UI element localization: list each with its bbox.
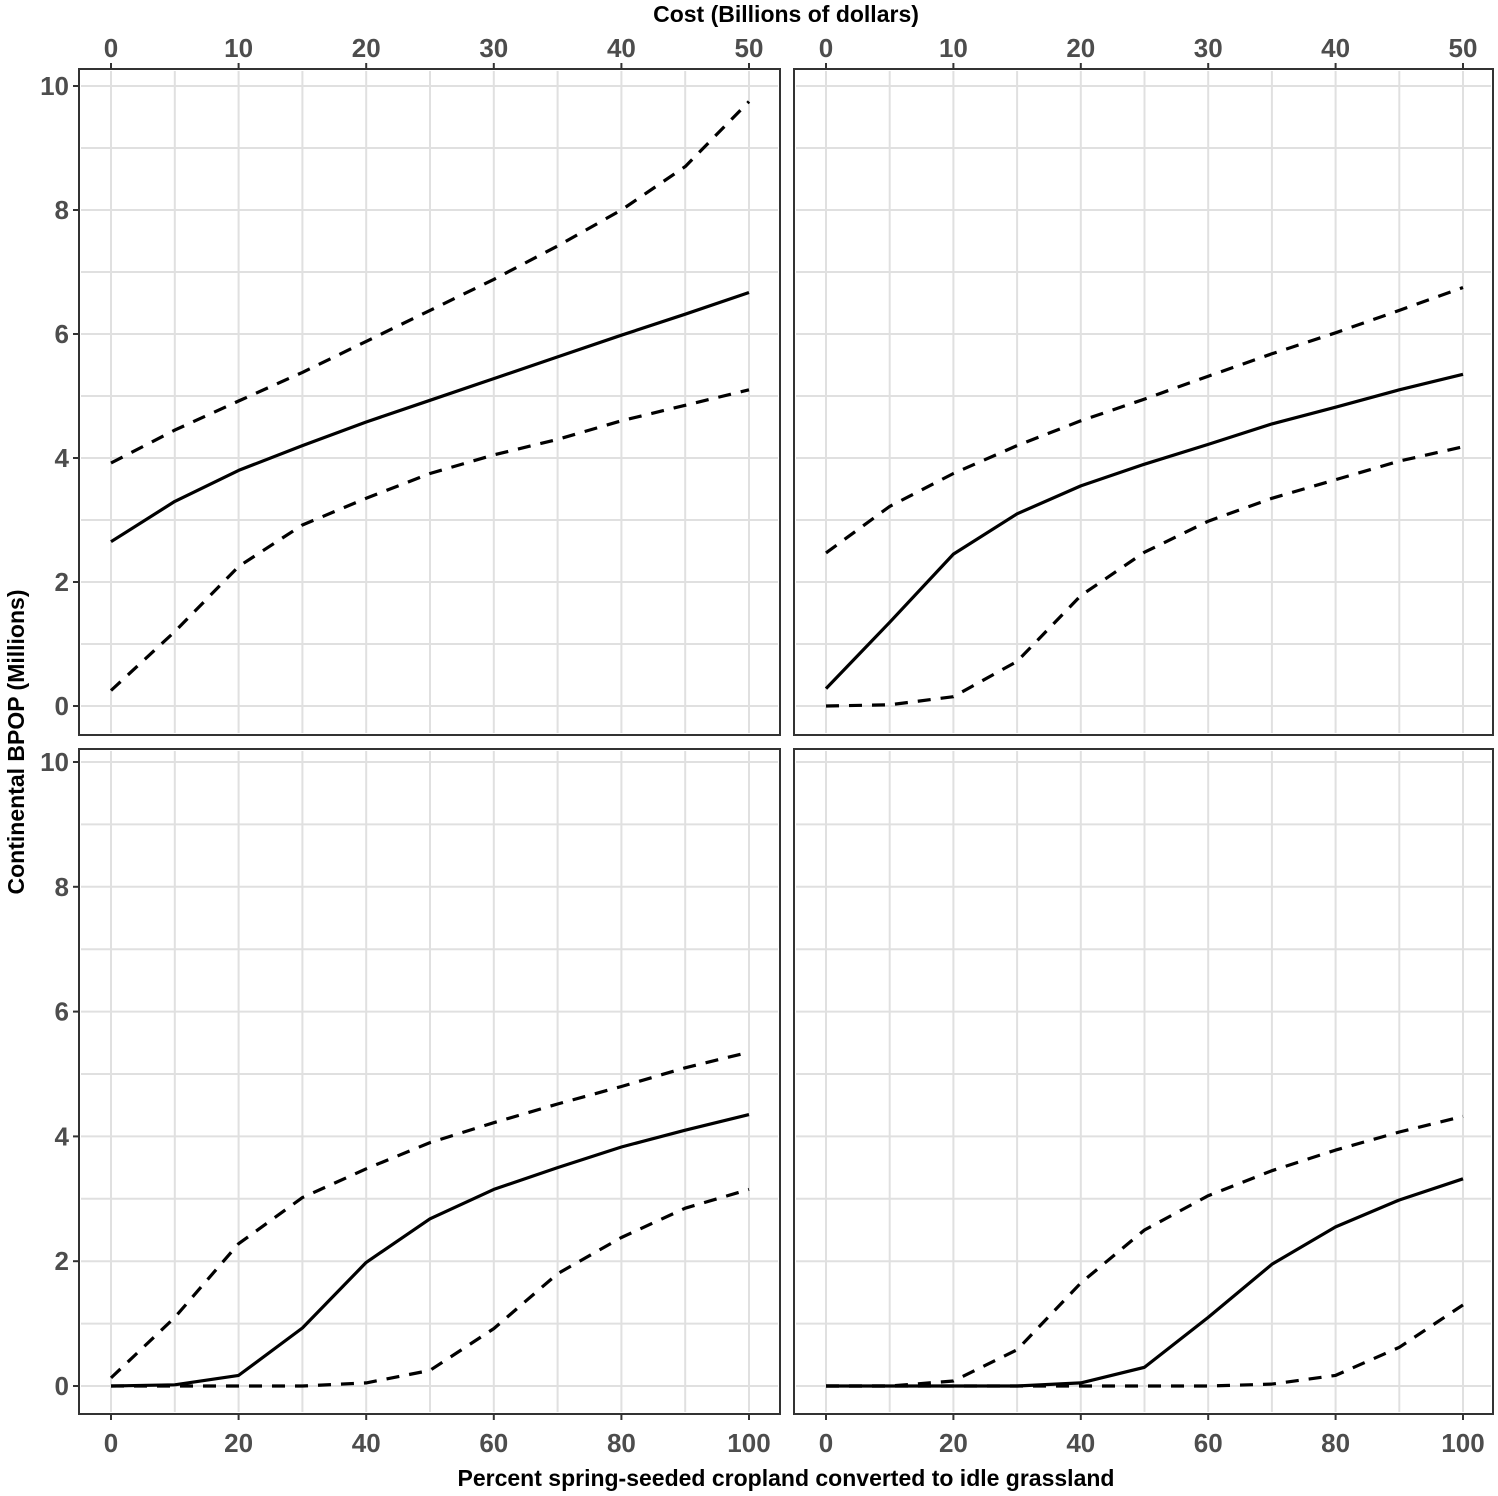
y-tick-label: 4 [55, 443, 70, 473]
top-x-tick-label: 10 [224, 33, 253, 63]
gridlines [796, 751, 1491, 1412]
series-line-upper [825, 285, 1464, 555]
series-line-lower [111, 1187, 750, 1388]
panel-border [78, 748, 781, 1415]
x-tick-label: 100 [727, 1428, 770, 1458]
series-line-lower [109, 388, 750, 692]
y-tick-label: 8 [55, 195, 69, 225]
y-tick-label: 10 [40, 71, 69, 101]
y-tick-label: 6 [55, 997, 69, 1027]
x-axis-title: Percent spring-seeded cropland converted… [458, 1465, 1115, 1491]
top-x-tick-label: 50 [1449, 33, 1478, 63]
top-x-tick-label: 50 [735, 33, 764, 63]
top-x-tick-label: 0 [104, 33, 118, 63]
gridlines [796, 71, 1491, 733]
panel-border [793, 68, 1494, 736]
top-x-tick-label: 0 [819, 33, 833, 63]
top-x-tick-label: 20 [352, 33, 381, 63]
x-tick-label: 40 [1066, 1428, 1095, 1458]
x-tick-label: 80 [1321, 1428, 1350, 1458]
top-x-tick-label: 10 [939, 33, 968, 63]
x-tick-label: 20 [224, 1428, 253, 1458]
x-tick-label: 0 [104, 1428, 118, 1458]
top-axis-title: Cost (Billions of dollars) [653, 1, 919, 27]
series-line-lower [826, 1303, 1464, 1388]
top-x-tick-label: 30 [479, 33, 508, 63]
y-tick-label: 0 [55, 1371, 69, 1401]
series-line-mean [110, 1113, 750, 1388]
x-tick-label: 40 [352, 1428, 381, 1458]
x-tick-label: 60 [479, 1428, 508, 1458]
y-axis-title: Continental BPOP (Millions) [3, 590, 29, 895]
series-line-mean [110, 290, 750, 544]
x-tick-label: 80 [607, 1428, 636, 1458]
x-tick-label: 60 [1194, 1428, 1223, 1458]
x-tick-label: 0 [819, 1428, 833, 1458]
series-line-upper [109, 1050, 750, 1380]
y-tick-label: 2 [55, 567, 69, 597]
top-x-tick-label: 40 [607, 33, 636, 63]
y-tick-label: 10 [40, 747, 69, 777]
gridlines [81, 751, 778, 1412]
y-tick-label: 0 [55, 691, 69, 721]
series-line-upper [110, 100, 751, 465]
top-x-tick-label: 20 [1066, 33, 1095, 63]
panel-top-right: 0 10 20 30 40 50 [793, 33, 1494, 736]
series-line-mean [826, 1177, 1464, 1388]
y-tick-label: 4 [55, 1121, 70, 1151]
panel-border [793, 748, 1494, 1415]
y-tick-label: 6 [55, 319, 69, 349]
top-x-tick-label: 30 [1194, 33, 1223, 63]
gridlines [81, 71, 778, 733]
y-tick-label: 2 [55, 1246, 69, 1276]
panel-top-left: 0 2 4 6 8 10 0 10 20 30 40 50 [40, 33, 781, 736]
series-line-mean [824, 372, 1464, 690]
series-line-upper [826, 1114, 1464, 1388]
x-tick-label: 100 [1441, 1428, 1484, 1458]
panel-border [78, 68, 781, 736]
top-x-tick-label: 40 [1321, 33, 1350, 63]
panel-bottom-right: 0 20 40 60 80 100 [793, 748, 1494, 1458]
y-tick-label: 8 [55, 872, 69, 902]
series-line-lower [825, 445, 1464, 708]
x-tick-label: 20 [939, 1428, 968, 1458]
